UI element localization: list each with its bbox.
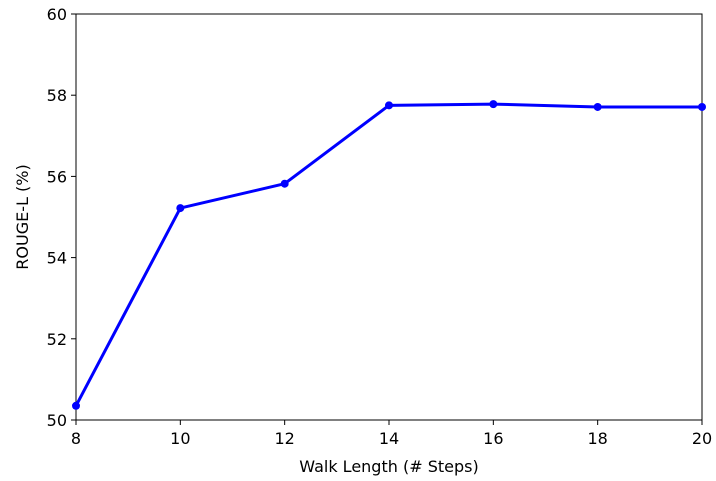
x-tick-label: 16	[483, 429, 503, 448]
y-tick-label: 54	[47, 249, 67, 268]
point	[489, 100, 498, 109]
point	[593, 102, 602, 111]
y-tick-label: 60	[47, 5, 67, 24]
x-axis-label: Walk Length (# Steps)	[299, 457, 478, 476]
y-tick-label: 56	[47, 167, 67, 186]
plot-frame	[75, 13, 703, 421]
x-tick-label: 14	[379, 429, 399, 448]
y-tick-label: 58	[47, 86, 67, 105]
y-tick-label: 52	[47, 330, 67, 349]
x-tick-label: 8	[71, 429, 81, 448]
x-tick-label: 20	[692, 429, 712, 448]
y-axis-label: ROUGE-L (%)	[13, 164, 32, 269]
x-tick-label: 10	[170, 429, 190, 448]
line	[74, 102, 702, 407]
point	[176, 204, 185, 213]
point	[280, 179, 289, 188]
x-tick-label: 18	[587, 429, 607, 448]
y-tick-label: 50	[47, 411, 67, 430]
x-tick-label: 12	[274, 429, 294, 448]
point	[698, 102, 706, 111]
point	[385, 101, 393, 110]
point	[72, 401, 80, 410]
